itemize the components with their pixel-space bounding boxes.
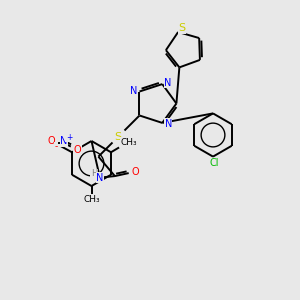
Text: O: O (131, 167, 139, 177)
Text: N: N (164, 78, 171, 88)
Text: N: N (130, 86, 137, 96)
Text: -: - (54, 142, 57, 151)
Text: O: O (74, 145, 81, 155)
Text: N: N (96, 172, 103, 183)
Text: S: S (114, 132, 122, 142)
Text: Cl: Cl (210, 158, 219, 168)
Text: CH₃: CH₃ (121, 138, 137, 147)
Text: H: H (91, 169, 97, 178)
Text: CH₃: CH₃ (83, 195, 100, 204)
Text: O: O (47, 136, 55, 146)
Text: N: N (165, 118, 172, 128)
Text: N: N (60, 136, 68, 146)
Text: S: S (178, 23, 185, 33)
Text: +: + (66, 133, 72, 142)
